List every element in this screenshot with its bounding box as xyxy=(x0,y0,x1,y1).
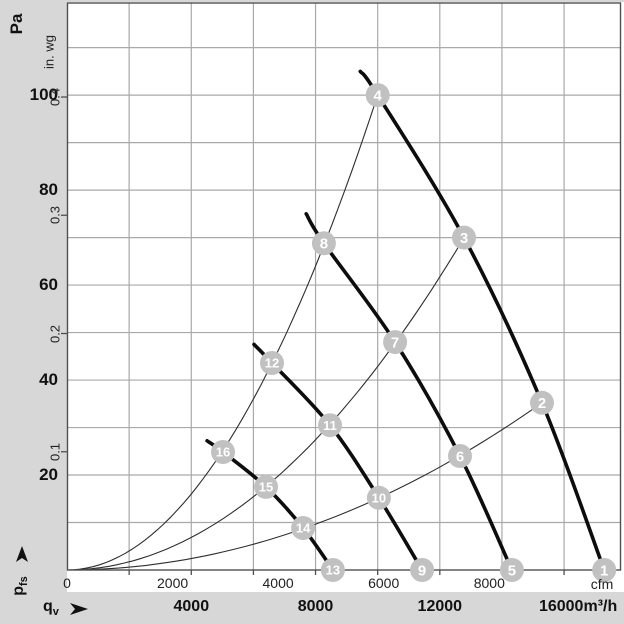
operating-point-marker-6: 6 xyxy=(448,444,472,468)
marker-circle xyxy=(291,516,316,540)
marker-number: 8 xyxy=(320,236,328,253)
inwg-tick-label: 0.1 xyxy=(47,442,63,461)
plot-background xyxy=(67,2,624,592)
qv-sub: v xyxy=(52,606,59,619)
cfm-tick-label: 2000 xyxy=(157,575,189,591)
operating-point-marker-13: 13 xyxy=(320,558,345,582)
operating-point-marker-16: 16 xyxy=(211,440,235,464)
cfm-tick-label: 4000 xyxy=(262,575,294,591)
marker-number: 1 xyxy=(600,562,608,579)
marker-circle xyxy=(311,231,336,256)
operating-point-marker-7: 7 xyxy=(383,330,408,355)
pa-tick-label: 40 xyxy=(39,370,58,390)
x-axis-unit-cfm: cfm xyxy=(590,576,614,592)
marker-number: 14 xyxy=(296,521,311,536)
marker-number: 12 xyxy=(265,356,279,371)
pa-tick-label: 80 xyxy=(39,180,58,200)
cfm-tick-label: 0 xyxy=(63,575,71,591)
marker-circle xyxy=(260,351,284,375)
y-axis-label-pfs: pfs xyxy=(10,576,30,596)
plot-frame xyxy=(66,2,622,571)
x-axis-label-qv: qv xyxy=(43,598,59,618)
marker-number: 2 xyxy=(538,395,546,412)
operating-point-marker-1: 1 xyxy=(592,558,617,582)
marker-circle xyxy=(366,485,391,510)
operating-point-marker-12: 12 xyxy=(260,351,284,375)
marker-circle xyxy=(318,413,342,438)
inwg-tick-label: 0.4 xyxy=(47,87,63,107)
marker-number: 4 xyxy=(374,88,383,105)
m3h-tick-label: 4000 xyxy=(173,598,210,615)
marker-number: 7 xyxy=(391,335,399,352)
operating-point-marker-4: 4 xyxy=(365,83,390,108)
operating-point-marker-9: 9 xyxy=(410,558,435,582)
operating-point-marker-2: 2 xyxy=(530,390,554,415)
x-axis-arrow-right-icon xyxy=(70,603,88,615)
pa-tick-label: 20 xyxy=(39,465,58,485)
marker-number: 9 xyxy=(418,562,426,579)
operating-point-marker-8: 8 xyxy=(311,231,336,256)
operating-point-marker-14: 14 xyxy=(291,516,316,540)
operating-point-marker-15: 15 xyxy=(254,474,278,499)
system-curve-b xyxy=(66,237,465,571)
grid-lines xyxy=(67,3,620,570)
marker-circle xyxy=(365,83,390,108)
marker-circle xyxy=(592,558,617,582)
qv-base: q xyxy=(43,598,53,615)
operating-point-marker-10: 10 xyxy=(366,485,391,510)
m3h-tick-label: 8000 xyxy=(297,598,334,615)
marker-circle xyxy=(448,444,472,468)
pa-tick-label: 100 xyxy=(29,85,58,105)
cfm-tick-label: 8000 xyxy=(473,575,505,591)
marker-circle xyxy=(410,558,435,582)
marker-circle xyxy=(211,440,235,464)
marker-number: 3 xyxy=(460,230,468,247)
marker-number: 15 xyxy=(259,480,273,495)
m3h-tick-label: 12000 xyxy=(417,598,463,615)
marker-number: 16 xyxy=(216,445,230,460)
pfs-sub: fs xyxy=(18,576,31,586)
operating-point-marker-5: 5 xyxy=(499,558,524,582)
operating-point-marker-3: 3 xyxy=(452,225,476,250)
marker-circle xyxy=(452,225,476,250)
marker-number: 13 xyxy=(326,563,340,578)
inwg-tick-label: 0.3 xyxy=(47,206,63,225)
y-axis-unit-inwg: in. wg xyxy=(41,35,57,69)
marker-number: 6 xyxy=(456,448,464,465)
fan-curve-max-speed xyxy=(358,69,606,572)
axis-ticks xyxy=(61,96,565,575)
operating-point-marker-11: 11 xyxy=(318,413,342,438)
marker-number: 10 xyxy=(372,490,386,505)
cfm-tick-label: 6000 xyxy=(368,575,400,591)
marker-circle xyxy=(499,558,524,582)
marker-circle xyxy=(530,390,554,415)
marker-number: 11 xyxy=(323,418,337,433)
marker-circle xyxy=(254,474,278,499)
pfs-base: p xyxy=(9,586,27,596)
y-axis-unit-pa: Pa xyxy=(7,13,26,35)
y-axis-arrow-up-icon xyxy=(16,546,28,562)
marker-circle xyxy=(383,330,408,355)
marker-number: 5 xyxy=(508,562,516,579)
m3h-tick-label: 16000m³/h xyxy=(538,598,618,615)
pa-tick-label: 60 xyxy=(39,275,58,295)
marker-circle xyxy=(320,558,345,582)
inwg-tick-label: 0.2 xyxy=(47,324,63,343)
